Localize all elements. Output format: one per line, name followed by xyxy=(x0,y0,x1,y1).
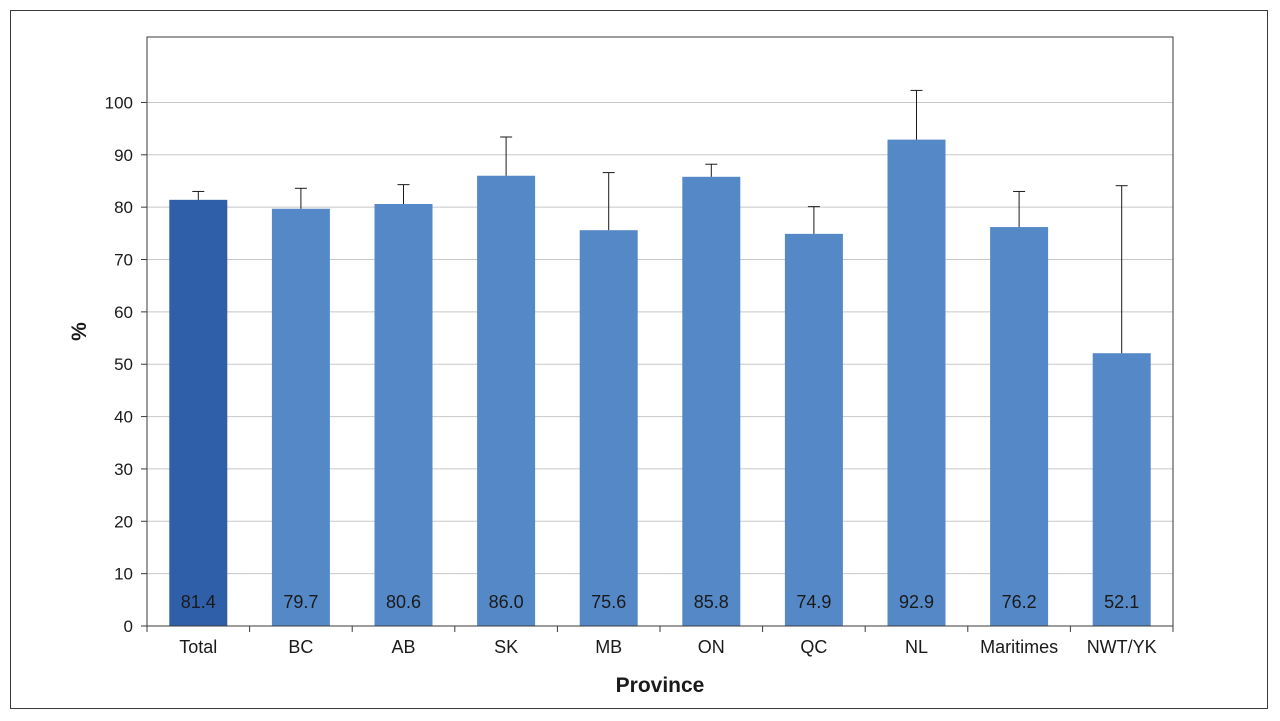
y-tick-label: 100 xyxy=(105,93,133,112)
data-label: 74.9 xyxy=(796,592,831,612)
data-label: 79.7 xyxy=(283,592,318,612)
bar-ab xyxy=(374,204,433,626)
bar-maritimes xyxy=(990,227,1049,626)
bar-bc xyxy=(271,208,330,626)
y-tick-label: 30 xyxy=(114,460,133,479)
x-tick-label: AB xyxy=(391,637,415,657)
y-tick-label: 10 xyxy=(114,565,133,584)
axes xyxy=(141,36,1174,632)
x-tick-label: NL xyxy=(905,637,928,657)
data-label: 81.4 xyxy=(181,592,216,612)
y-tick-label: 90 xyxy=(114,146,133,165)
labels: 0 10 20 30 40 50 60 70 80 90 100 81.4 Total 79.7 BC 80.… xyxy=(105,93,1157,657)
y-tick-label: 60 xyxy=(114,303,133,322)
y-tick-label: 40 xyxy=(114,408,133,427)
bar-qc xyxy=(784,233,843,627)
data-label: 75.6 xyxy=(591,592,626,612)
bar-total xyxy=(169,199,228,626)
y-tick-label: 50 xyxy=(114,355,133,374)
bar-mb xyxy=(579,230,638,626)
bar-sk xyxy=(477,175,536,626)
data-label: 80.6 xyxy=(386,592,421,612)
x-tick-label: QC xyxy=(800,637,827,657)
x-tick-label: SK xyxy=(494,637,518,657)
x-tick-label: Total xyxy=(179,637,217,657)
x-tick-label: MB xyxy=(595,637,622,657)
bars xyxy=(169,139,1151,627)
x-tick-label: BC xyxy=(288,637,313,657)
y-tick-label: 20 xyxy=(114,512,133,531)
y-tick-label: 70 xyxy=(114,251,133,270)
data-label: 85.8 xyxy=(694,592,729,612)
x-tick-label: Maritimes xyxy=(980,637,1058,657)
data-label: 76.2 xyxy=(1002,592,1037,612)
data-label: 52.1 xyxy=(1104,592,1139,612)
x-axis-title: Province xyxy=(616,674,705,697)
data-label: 86.0 xyxy=(489,592,524,612)
data-label: 92.9 xyxy=(899,592,934,612)
x-tick-label: ON xyxy=(698,637,725,657)
bar-on xyxy=(682,176,741,626)
bar-nwt-yk xyxy=(1092,353,1151,626)
bar-nl xyxy=(887,139,946,626)
y-axis-title: % xyxy=(68,322,91,341)
error-bars xyxy=(192,89,1128,354)
y-tick-label: 0 xyxy=(124,617,133,636)
x-tick-label: NWT/YK xyxy=(1087,637,1157,657)
y-tick-label: 80 xyxy=(114,198,133,217)
